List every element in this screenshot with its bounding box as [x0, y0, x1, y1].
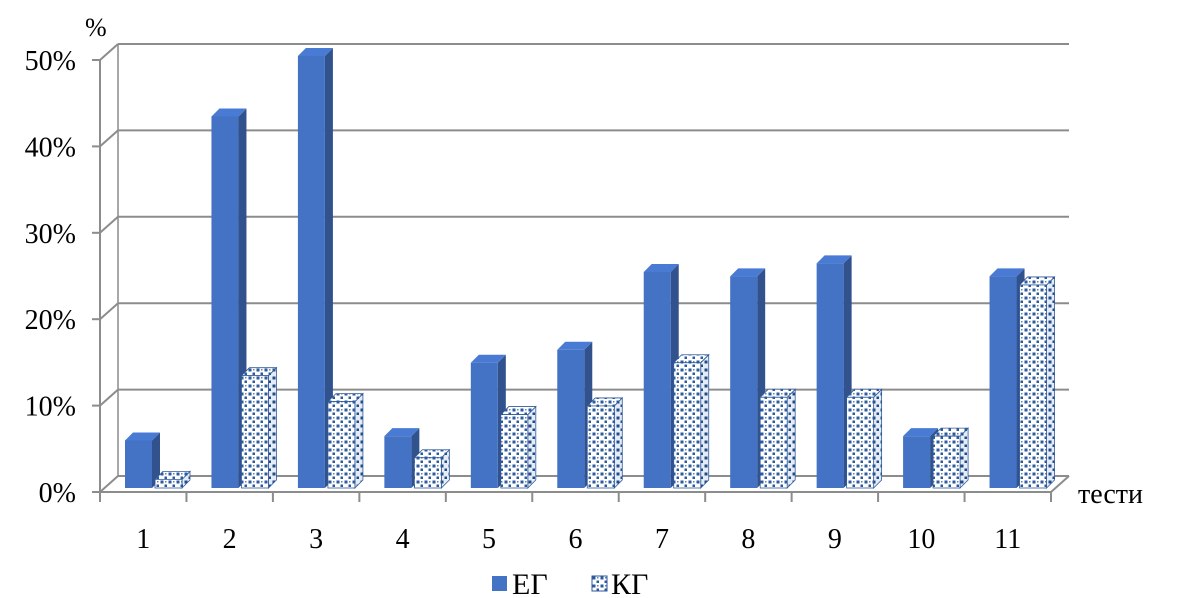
y-tick-label: 20% — [25, 305, 76, 336]
gridline-side — [99, 43, 119, 61]
legend-label-eg: ЕГ — [512, 568, 548, 598]
x-tick-label: 5 — [482, 524, 496, 555]
x-tick-label: 11 — [994, 524, 1021, 555]
x-tick-label: 6 — [569, 524, 583, 555]
y-tick-label: 10% — [25, 392, 76, 423]
bar-kg — [759, 388, 797, 489]
legend: ЕГ КГ — [492, 568, 648, 598]
y-tick-label: 0% — [39, 478, 76, 509]
x-tick-label: 10 — [907, 524, 935, 555]
x-tick-label: 4 — [396, 524, 410, 555]
y-tick-label: 50% — [25, 46, 76, 77]
x-tick-label: 3 — [309, 524, 323, 555]
bar-kg — [326, 392, 364, 489]
bars — [125, 48, 1056, 489]
gridline-side — [99, 388, 119, 407]
x-tick-label: 1 — [136, 524, 150, 555]
legend-swatch-eg — [492, 576, 507, 591]
x-tick-label: 8 — [741, 524, 755, 555]
axes — [92, 44, 1070, 493]
bar-kg — [240, 366, 278, 489]
bar-eg — [125, 432, 160, 488]
bar-kg — [1018, 275, 1056, 489]
bar-kg — [672, 353, 710, 489]
y-tick-label: 30% — [25, 219, 76, 250]
x-tick-label: 7 — [655, 524, 669, 555]
gridline-side — [99, 216, 119, 234]
bar-kg — [932, 427, 970, 489]
bar-kg — [499, 405, 537, 489]
y-tick-labels: 0% 10% 20% 30% 40% 50% — [25, 46, 76, 509]
bar-kg — [845, 388, 883, 489]
y-unit-label: % — [85, 13, 107, 42]
bar-eg — [470, 354, 506, 488]
bar-kg — [413, 448, 451, 489]
y-tick-label: 40% — [25, 132, 76, 163]
floor-right-edge — [1050, 475, 1070, 493]
x-axis-title: тести — [1078, 479, 1143, 510]
x-tick-labels: 1 2 3 4 5 6 7 8 9 10 11 — [99, 492, 1052, 555]
gridline-side — [99, 129, 119, 148]
bar-kg — [586, 396, 624, 489]
bar-kg — [154, 470, 191, 489]
gridline-side — [99, 475, 119, 493]
bar-eg — [297, 48, 333, 488]
legend-label-kg: КГ — [611, 568, 648, 598]
x-tick-label: 9 — [828, 524, 842, 555]
gridline-side — [99, 302, 119, 320]
x-tick-label: 2 — [223, 524, 237, 555]
legend-swatch-kg — [591, 575, 608, 592]
